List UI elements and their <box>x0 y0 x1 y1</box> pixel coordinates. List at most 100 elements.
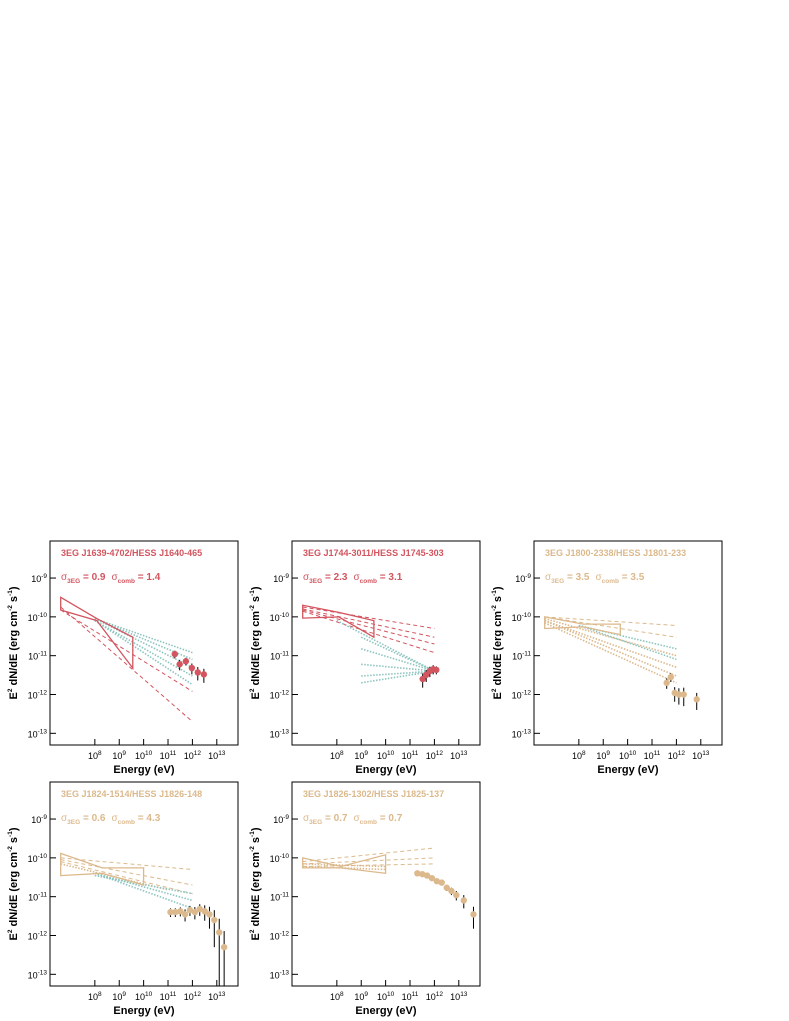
x-tick-base: 10 <box>184 751 194 761</box>
y-axis-title-part: E <box>8 933 20 940</box>
x-tick-exp: 12 <box>194 750 202 757</box>
x-tick-label: 1010 <box>619 750 637 761</box>
model-line <box>544 619 677 669</box>
x-tick-label: 109 <box>112 750 126 761</box>
x-axis-title: Energy (eV) <box>355 1005 416 1017</box>
data-point <box>191 908 199 916</box>
y-axis-title: E2 dN/dE (erg cm-2 s-1) <box>7 827 20 940</box>
y-tick-base: 10 <box>28 729 38 739</box>
x-tick-exp: 9 <box>364 750 368 757</box>
y-tick-exp: -11 <box>38 892 47 899</box>
sigma-sub: 3EG <box>67 819 80 826</box>
plot-area <box>60 596 208 722</box>
x-tick-label: 1011 <box>402 750 419 761</box>
data-point <box>443 884 450 891</box>
y-tick-exp: -9 <box>41 814 47 821</box>
y-tick-exp: -11 <box>280 651 289 658</box>
y-axis-title-part: ) <box>250 586 262 590</box>
x-tick-label: 1010 <box>377 750 395 761</box>
model-line <box>302 847 435 863</box>
x-tick-label: 108 <box>88 991 102 1002</box>
data-point <box>438 879 445 886</box>
y-tick-label: 10-11 <box>270 651 289 662</box>
x-tick-exp: 13 <box>702 750 710 757</box>
x-tick-base: 10 <box>135 992 145 1002</box>
model-line <box>94 872 193 902</box>
x-tick-base: 10 <box>668 751 678 761</box>
sigma-symbol: σ <box>61 572 68 583</box>
y-tick-label: 10-11 <box>270 892 289 903</box>
sigma-sub: comb <box>602 578 619 585</box>
model-line <box>544 622 677 684</box>
y-axis-title-part: 2 <box>491 688 498 692</box>
y-axis-title-part: s <box>250 596 262 605</box>
sigma-symbol: σ <box>303 813 310 824</box>
y-tick-exp: -9 <box>283 573 289 580</box>
model-line <box>60 857 193 870</box>
x-tick-base: 10 <box>692 751 702 761</box>
x-tick-base: 10 <box>112 751 122 761</box>
x-tick-exp: 8 <box>340 991 344 998</box>
sigma-sub: 3EG <box>67 578 80 585</box>
x-axis-title: Energy (eV) <box>113 1005 174 1017</box>
data-point <box>211 916 218 924</box>
sigma-sub: comb <box>360 578 377 585</box>
y-tick-exp: -12 <box>38 689 48 696</box>
data-point <box>693 696 700 703</box>
y-tick-label: 10-10 <box>28 853 48 864</box>
x-tick-label: 1012 <box>184 991 202 1002</box>
y-axis-title-part: 2 <box>7 929 14 933</box>
model-line <box>578 624 677 661</box>
y-tick-base: 10 <box>28 854 38 864</box>
y-tick-base: 10 <box>270 690 280 700</box>
y-tick-exp: -13 <box>280 969 290 976</box>
bowtie <box>302 853 387 875</box>
y-tick-exp: -9 <box>525 573 531 580</box>
x-axis-title: Energy (eV) <box>113 764 174 776</box>
y-tick-label: 10-12 <box>270 689 290 700</box>
model-line <box>302 609 435 645</box>
y-axis-title-part: -2 <box>491 605 498 611</box>
x-tick-exp: 10 <box>387 991 395 998</box>
x-tick-exp: 9 <box>364 991 368 998</box>
model-line <box>94 617 193 654</box>
y-tick-exp: -13 <box>280 728 290 735</box>
x-tick-label: 108 <box>330 750 344 761</box>
y-tick-base: 10 <box>273 815 283 825</box>
y-axis-title-part: 2 <box>7 688 14 692</box>
x-axis-title: Energy (eV) <box>355 764 416 776</box>
data-point <box>433 666 440 674</box>
y-axis-title-part: E <box>8 692 20 699</box>
y-tick-label: 10-10 <box>270 612 290 623</box>
sigma-sub: 3EG <box>309 819 322 826</box>
sigma-value: = 0.6 <box>80 813 106 824</box>
sigma-value: = 3.1 <box>377 572 403 583</box>
x-tick-exp: 10 <box>629 750 637 757</box>
x-tick-exp: 11 <box>654 750 661 757</box>
model-line <box>544 619 677 677</box>
x-tick-exp: 8 <box>98 750 102 757</box>
y-tick-label: 10-10 <box>270 853 290 864</box>
bowtie <box>544 616 621 636</box>
sigma-symbol: σ <box>61 813 68 824</box>
x-tick-base: 10 <box>644 751 654 761</box>
y-axis-title-part: -2 <box>249 605 256 611</box>
x-tick-base: 10 <box>377 751 387 761</box>
y-tick-label: 10-9 <box>515 573 531 584</box>
x-tick-base: 10 <box>330 992 340 1002</box>
bowtie <box>60 596 134 671</box>
y-tick-exp: -12 <box>38 930 48 937</box>
y-tick-base: 10 <box>512 613 522 623</box>
y-axis-title-part: dN/dE (erg cm <box>250 611 262 689</box>
data-point <box>181 911 189 918</box>
model-line <box>360 648 435 672</box>
data-point <box>177 908 184 915</box>
y-tick-label: 10-9 <box>273 573 289 584</box>
x-tick-base: 10 <box>354 992 364 1002</box>
y-tick-base: 10 <box>270 893 280 903</box>
y-axis-title: E2 dN/dE (erg cm-2 s-1) <box>491 586 504 699</box>
y-axis-title-part: ) <box>250 827 262 831</box>
x-tick-base: 10 <box>426 751 436 761</box>
y-tick-label: 10-11 <box>28 651 47 662</box>
x-tick-label: 1013 <box>450 750 468 761</box>
